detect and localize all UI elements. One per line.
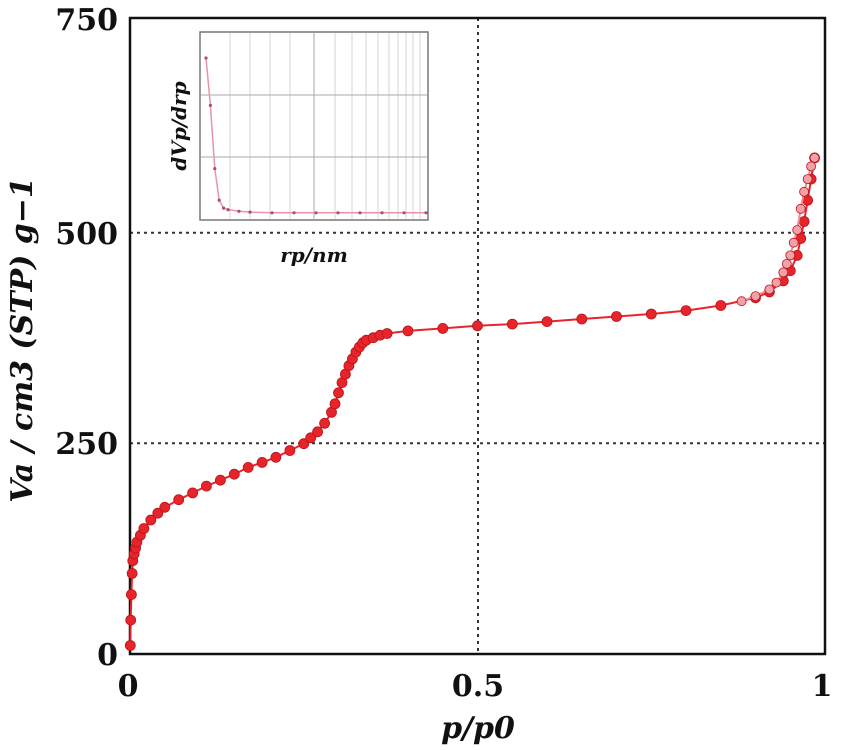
data-point-0-17: [228, 468, 240, 480]
data-point-1-9: [778, 267, 789, 278]
data-point-0-0: [124, 640, 136, 651]
data-point-0-21: [284, 445, 296, 456]
inset-series-line: [205, 57, 426, 214]
data-point-0-43: [506, 318, 518, 330]
data-point-1-4: [795, 203, 806, 214]
inset-x-label: rp/nm: [280, 243, 348, 267]
y-tick-500: 500: [55, 217, 118, 252]
x-tick-0.5: 0.5: [452, 669, 504, 704]
data-point-0-13: [173, 494, 185, 506]
inset-grid: [201, 33, 427, 219]
data-point-0-15: [200, 480, 212, 492]
data-point-0-27: [329, 398, 341, 410]
data-point-1-10: [771, 277, 782, 288]
data-point-0-2: [125, 589, 137, 600]
data-point-1-12: [750, 291, 761, 302]
y-axis-label: Va / cm3 (STP) g−1: [5, 177, 40, 503]
data-point-0-14: [187, 487, 199, 499]
inset-point-10: [314, 211, 318, 215]
data-point-1-8: [781, 258, 792, 269]
inset-point-3: [217, 198, 221, 202]
data-point-0-18: [242, 461, 254, 473]
data-point-0-9: [138, 523, 150, 534]
data-point-1-13: [736, 296, 747, 307]
inset-point-2: [213, 167, 217, 171]
inset-series-points: [204, 56, 428, 215]
data-point-0-11: [152, 507, 164, 519]
data-point-0-42: [472, 320, 483, 332]
data-point-0-40: [402, 325, 414, 337]
data-point-0-41: [437, 322, 449, 334]
inset-y-label: dVp/drp: [167, 81, 191, 170]
series-line-0: [129, 157, 816, 646]
y-tick-labels: 0 250 500 750: [55, 3, 118, 673]
inset-point-1: [208, 103, 212, 107]
main-grid: [130, 18, 825, 654]
data-point-0-3: [126, 568, 138, 579]
inset-point-12: [358, 211, 362, 215]
data-point-0-1: [125, 614, 137, 626]
data-point-0-23: [305, 432, 317, 444]
data-point-0-44: [541, 316, 553, 328]
data-point-0-12: [159, 501, 171, 513]
y-tick-750: 750: [55, 3, 118, 38]
inset-point-14: [402, 211, 406, 215]
inset-point-4: [222, 206, 226, 210]
main-series-group: [124, 152, 820, 651]
data-point-1-11: [764, 284, 775, 295]
inset-point-5: [226, 208, 230, 212]
inset-point-7: [248, 210, 252, 214]
inset-point-13: [380, 211, 384, 215]
inset: rp/nm dVp/drp: [167, 31, 429, 267]
data-point-0-47: [645, 308, 657, 320]
data-point-1-0: [809, 152, 820, 163]
data-point-1-5: [792, 225, 803, 235]
data-point-0-39: [381, 328, 393, 339]
data-point-0-19: [256, 456, 268, 468]
data-point-0-10: [145, 514, 157, 526]
y-tick-0: 0: [97, 638, 118, 673]
data-point-0-56: [798, 216, 810, 227]
data-point-1-3: [799, 186, 809, 197]
inset-point-15: [424, 211, 428, 215]
y-tick-250: 250: [55, 427, 118, 462]
inset-point-0: [204, 56, 208, 60]
x-tick-0: 0: [118, 669, 139, 704]
data-point-1-1: [806, 161, 816, 172]
inset-point-11: [336, 211, 340, 215]
data-point-0-24: [312, 426, 324, 438]
data-point-1-2: [802, 174, 813, 185]
x-axis-label: p/p0: [441, 711, 515, 746]
data-point-0-22: [298, 438, 310, 450]
data-point-0-48: [680, 305, 692, 317]
data-point-0-16: [214, 474, 226, 486]
data-point-0-25: [319, 417, 331, 429]
data-point-0-46: [611, 311, 622, 322]
data-point-1-7: [785, 250, 796, 261]
inset-point-8: [270, 211, 274, 215]
data-point-0-20: [270, 451, 282, 463]
x-tick-labels: 0 0.5 1: [118, 669, 833, 704]
x-tick-1: 1: [812, 669, 833, 704]
plot-frame: [128, 16, 827, 656]
data-point-0-28: [333, 387, 344, 399]
inset-point-9: [292, 211, 296, 215]
inset-point-6: [237, 209, 241, 213]
data-point-1-6: [788, 237, 799, 248]
data-point-0-49: [715, 300, 727, 311]
data-point-0-45: [576, 313, 588, 325]
